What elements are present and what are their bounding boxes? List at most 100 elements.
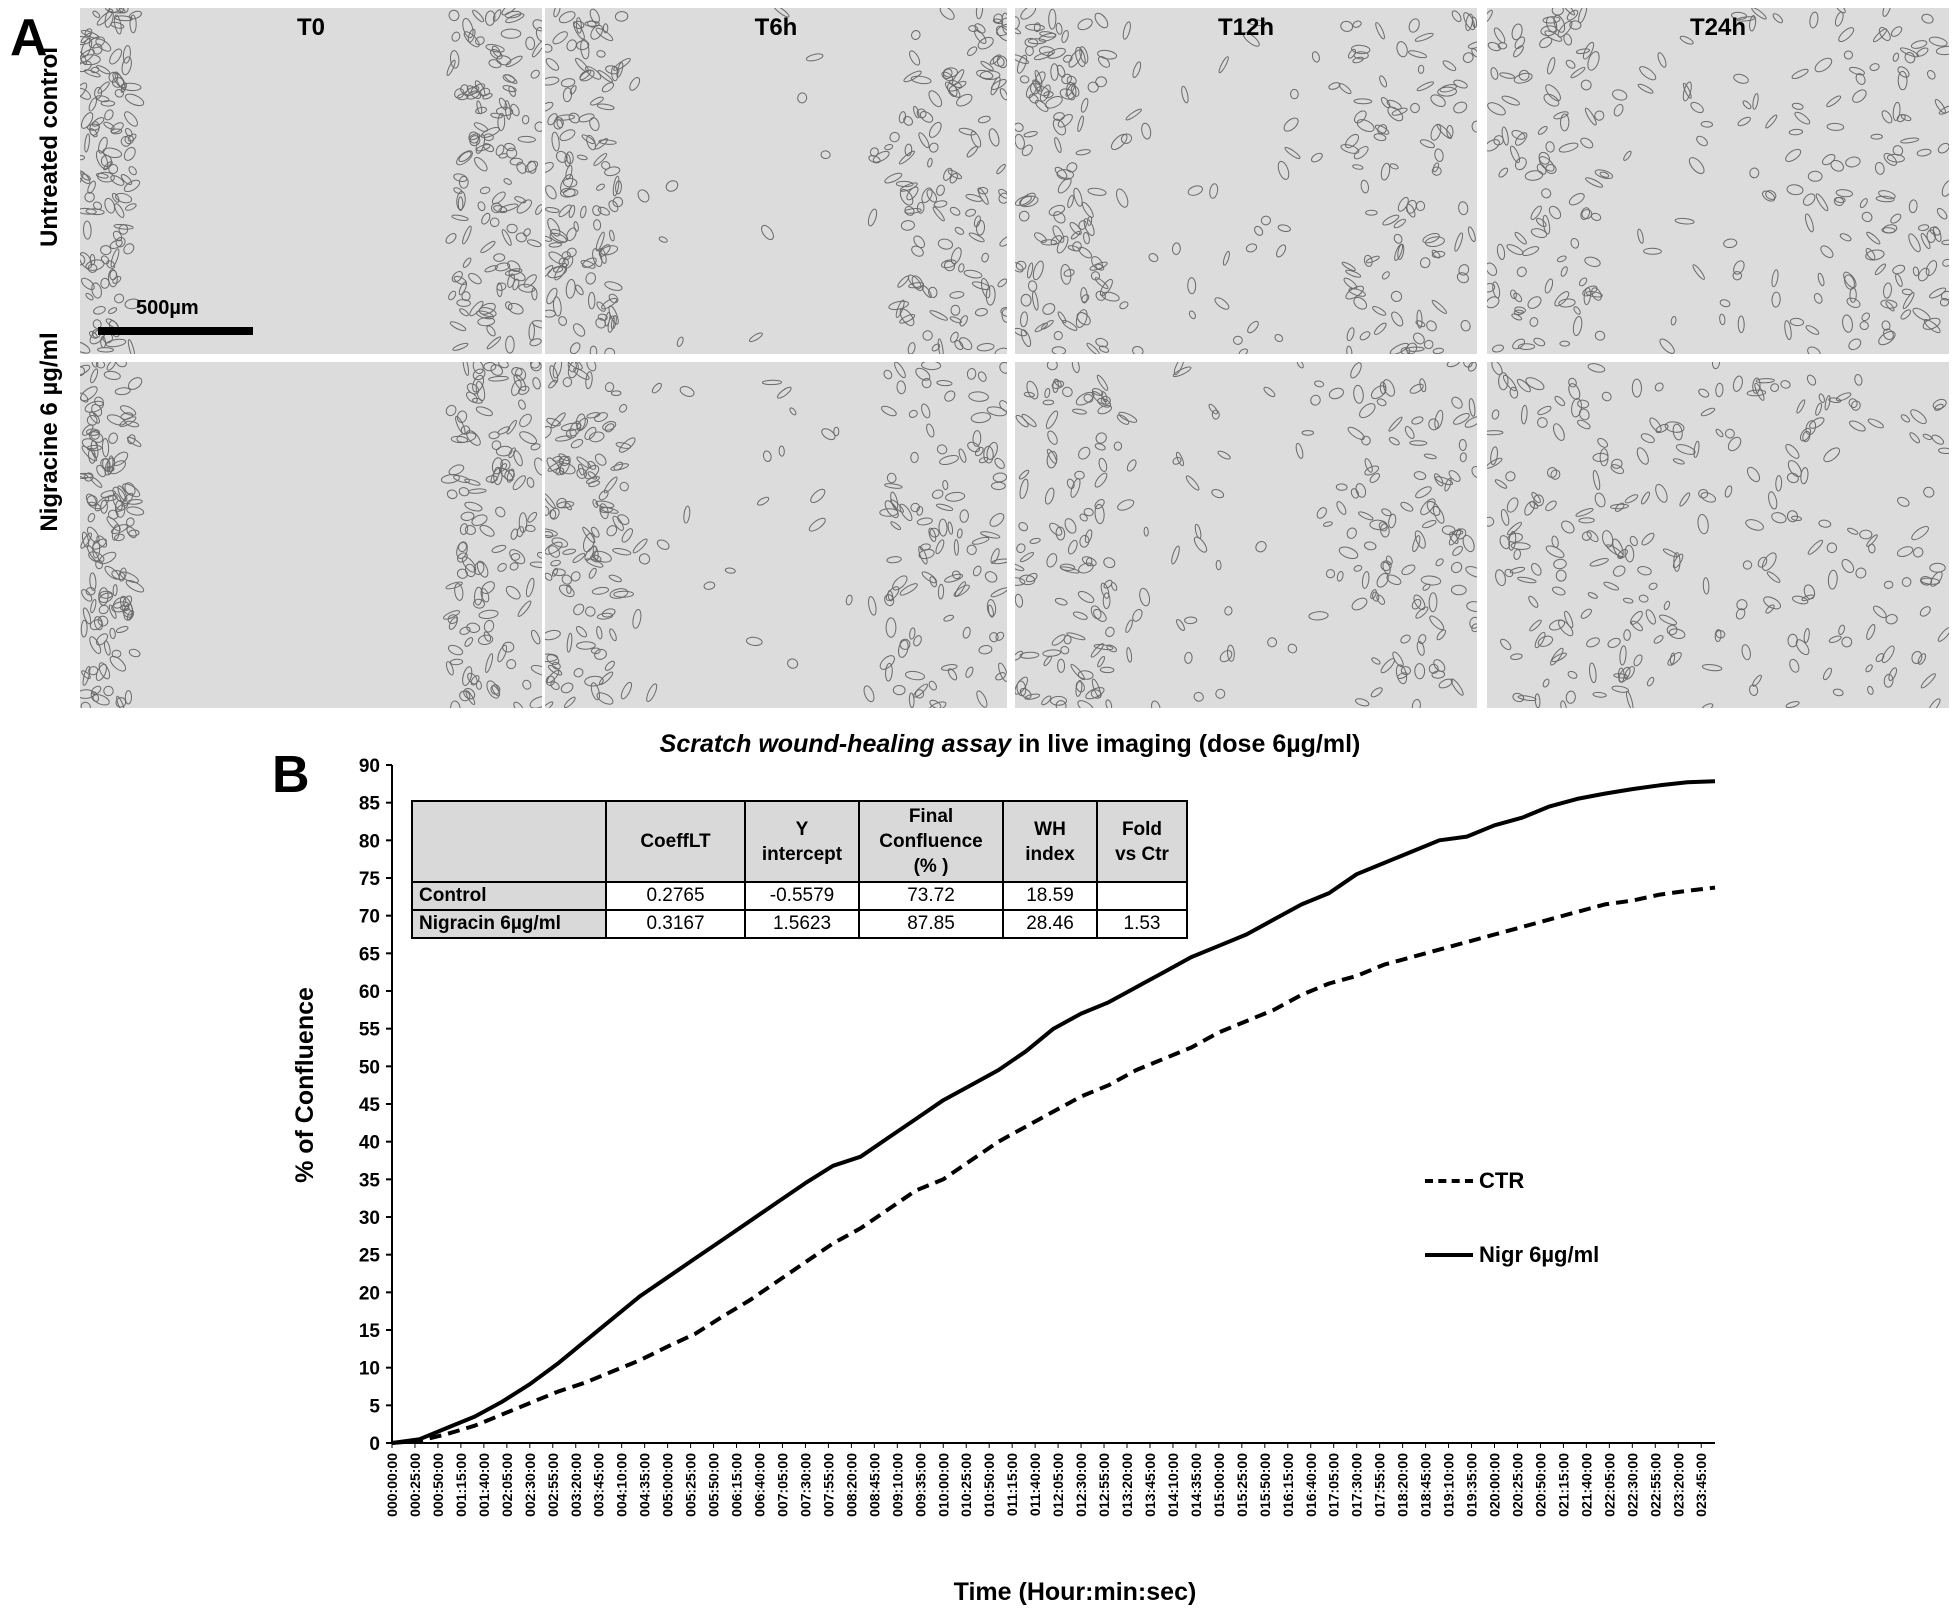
x-axis-label: Time (Hour:min:sec) [954, 1578, 1197, 1606]
x-tick-label: 017:30:00 [1349, 1453, 1365, 1517]
stats-cell: Control [411, 881, 607, 911]
scale-bar-label: 500µm [136, 297, 199, 319]
x-tick-label: 018:45:00 [1418, 1453, 1434, 1517]
chart-title-italic: Scratch wound-healing assay [660, 730, 1013, 758]
stats-header-final-confluence-text: Final Confluence (% ) [879, 806, 983, 877]
stats-header-yintercept-text: Y intercept [761, 818, 843, 865]
x-tick-label: 002:55:00 [545, 1453, 561, 1517]
series [391, 779, 1716, 1445]
x-tick-label: 007:30:00 [797, 1453, 813, 1517]
x-tick-label: 005:00:00 [660, 1453, 676, 1517]
x-tick-label: 021:15:00 [1555, 1453, 1571, 1517]
y-tick-label: 25 [359, 1246, 381, 1267]
x-tick-label: 022:05:00 [1601, 1453, 1617, 1517]
legend-ctr: CTR [1425, 1168, 1524, 1194]
stats-header-wh-index: WH index [1002, 800, 1098, 883]
stats-header-coefflt: CoeffLT [605, 800, 746, 883]
y-tick-label: 60 [359, 982, 380, 1003]
x-tick-label: 005:50:00 [706, 1453, 722, 1517]
stats-header-row: CoeffLT Y intercept Final Confluence (% … [411, 800, 1188, 883]
y-tick-label: 0 [369, 1434, 380, 1455]
x-tick-label: 002:05:00 [499, 1453, 515, 1517]
y-tick-label: 35 [359, 1170, 381, 1191]
legend-ctr-label: CTR [1479, 1168, 1525, 1193]
stats-cell: 0.2765 [605, 881, 746, 911]
x-tick-label: 009:35:00 [912, 1453, 928, 1517]
x-tick-label: 012:55:00 [1096, 1453, 1112, 1517]
x-tick-label: 023:45:00 [1693, 1453, 1709, 1517]
scale-bar [98, 327, 253, 335]
x-tick-label: 007:55:00 [820, 1453, 836, 1517]
y-tick-label: 85 [359, 794, 381, 815]
y-tick-label: 5 [369, 1396, 380, 1417]
timepoint-label: T6h [754, 14, 798, 41]
timepoint-label: T0 [296, 14, 325, 41]
x-tick-label: 005:25:00 [683, 1453, 699, 1517]
y-axis-label: % of Confluence [291, 987, 319, 1183]
x-tick-label: 018:20:00 [1395, 1453, 1411, 1517]
micrograph-nigracine-3 [1487, 362, 1949, 708]
x-tick-label: 003:20:00 [568, 1453, 584, 1517]
stats-header-yintercept: Y intercept [744, 800, 860, 883]
y-tick-label: 90 [359, 756, 380, 777]
x-tick-label: 011:40:00 [1027, 1453, 1043, 1516]
x-tick-label: 003:45:00 [591, 1453, 607, 1517]
x-tick-label: 011:15:00 [1004, 1453, 1020, 1516]
legend-nigr: Nigr 6µg/ml [1425, 1242, 1599, 1268]
panel-a-letter: A [10, 9, 48, 67]
x-tick-label: 006:15:00 [729, 1453, 745, 1517]
series-ctr-line [391, 885, 1716, 1445]
x-tick-label: 001:40:00 [476, 1453, 492, 1517]
stats-cell: 1.5623 [744, 909, 860, 939]
series-nigr-line [391, 779, 1716, 1445]
stats-header-wh-index-text: WH index [1025, 818, 1075, 865]
x-tick-label: 006:40:00 [752, 1453, 768, 1517]
x-tick-label: 002:30:00 [522, 1453, 538, 1517]
y-tick-label: 65 [359, 944, 381, 965]
stats-row-nigracin: Nigracin 6µg/ml 0.3167 1.5623 87.85 28.4… [411, 909, 1188, 939]
y-tick-label: 70 [359, 907, 380, 928]
chart-title: Scratch wound-healing assay in live imag… [660, 730, 1361, 758]
x-tick-label: 020:50:00 [1532, 1453, 1548, 1517]
legend-solid-line [1425, 1253, 1473, 1257]
micrograph-untreated-2 [1015, 8, 1477, 354]
timepoint-label: T24h [1689, 14, 1746, 41]
x-tick-label: 021:40:00 [1578, 1453, 1594, 1517]
micrograph-untreated-0 [80, 8, 542, 354]
x-tick-label: 020:25:00 [1510, 1453, 1526, 1517]
x-tick-label: 023:20:00 [1670, 1453, 1686, 1517]
x-tick-label: 020:00:00 [1487, 1453, 1503, 1517]
stats-header-fold: Fold vs Ctr [1096, 800, 1188, 883]
x-tick-label: 010:50:00 [981, 1453, 997, 1517]
stats-cell: 0.3167 [605, 909, 746, 939]
y-tick-label: 80 [359, 831, 380, 852]
x-tick-label: 016:15:00 [1280, 1453, 1296, 1517]
timepoint-label: T12h [1217, 14, 1274, 41]
panel-b-letter: B [272, 746, 310, 804]
legend-nigr-label: Nigr 6µg/ml [1479, 1242, 1600, 1267]
x-tick-label: 007:05:00 [775, 1453, 791, 1517]
micrograph-nigracine-0 [80, 362, 542, 708]
x-tick-label: 016:40:00 [1303, 1453, 1319, 1517]
x-tick-label: 022:55:00 [1647, 1453, 1663, 1517]
stats-cell: 73.72 [858, 881, 1004, 911]
x-tick-label: 008:45:00 [866, 1453, 882, 1517]
stats-cell: Nigracin 6µg/ml [411, 909, 607, 939]
y-tick-label: 55 [359, 1020, 381, 1041]
x-tick-label: 017:05:00 [1326, 1453, 1342, 1517]
micrograph-untreated-3 [1487, 8, 1949, 354]
y-tick-label: 30 [359, 1208, 380, 1229]
x-tick-label: 022:30:00 [1624, 1453, 1640, 1517]
y-tick-label: 15 [359, 1321, 381, 1342]
x-tick-label: 004:35:00 [637, 1453, 653, 1517]
x-tick-label: 000:50:00 [430, 1453, 446, 1517]
x-tick-label: 017:55:00 [1372, 1453, 1388, 1517]
stats-cell: 87.85 [858, 909, 1004, 939]
y-tick-label: 50 [359, 1057, 380, 1078]
x-tick-label: 013:45:00 [1142, 1453, 1158, 1517]
x-tick-label: 012:30:00 [1073, 1453, 1089, 1517]
x-tick-label: 015:25:00 [1234, 1453, 1250, 1517]
x-tick-label: 015:50:00 [1257, 1453, 1273, 1517]
y-tick-label: 45 [359, 1095, 381, 1116]
